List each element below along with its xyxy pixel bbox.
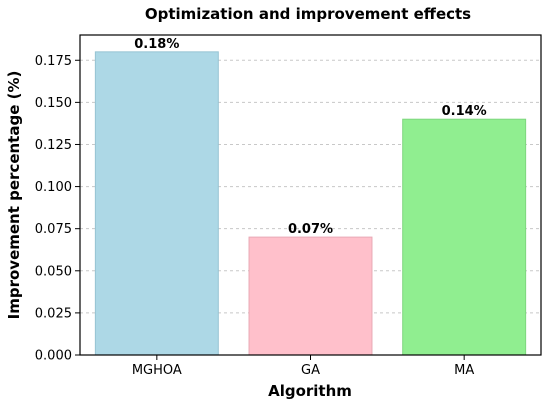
x-tick-label: MGHOA xyxy=(132,363,182,378)
data-labels: 0.18% 0.07% 0.14% xyxy=(134,37,486,237)
x-axis-ticks: MGHOA GA MA xyxy=(132,355,474,378)
bar-ma xyxy=(402,118,527,356)
y-tick-label: 0.100 xyxy=(35,180,72,195)
x-axis-label: Algorithm xyxy=(268,382,352,400)
y-tick-label: 0.075 xyxy=(35,222,72,237)
y-tick-label: 0.000 xyxy=(35,349,72,364)
bar-mghoa xyxy=(94,51,219,356)
y-tick-label: 0.150 xyxy=(35,96,72,111)
y-tick-label: 0.025 xyxy=(35,306,72,321)
chart-title: Optimization and improvement effects xyxy=(145,5,471,23)
y-tick-label: 0.175 xyxy=(35,54,72,69)
data-label-ma: 0.14% xyxy=(442,104,487,119)
y-axis-label: Improvement percentage (%) xyxy=(5,71,23,320)
bars xyxy=(94,51,527,356)
x-tick-label: GA xyxy=(301,363,320,378)
y-axis-ticks: 0.000 0.025 0.050 0.075 0.100 0.125 0.150 0.175 xyxy=(35,54,80,364)
y-tick-label: 0.050 xyxy=(35,264,72,279)
bar-ga xyxy=(248,236,373,356)
data-label-ga: 0.07% xyxy=(288,222,333,237)
data-label-mghoa: 0.18% xyxy=(134,37,179,52)
x-tick-label: MA xyxy=(454,363,474,378)
y-tick-label: 0.125 xyxy=(35,138,72,153)
